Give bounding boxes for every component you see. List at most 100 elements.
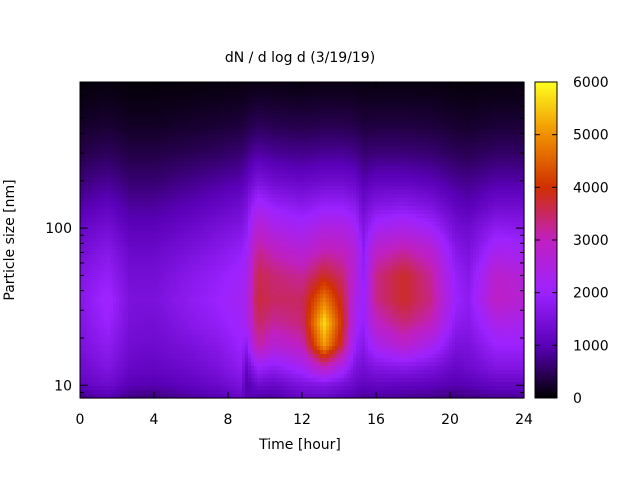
heatmap-cell xyxy=(470,158,474,163)
heatmap-cell xyxy=(386,90,390,95)
heatmap-cell xyxy=(521,106,525,111)
heatmap-cell xyxy=(254,202,258,207)
heatmap-cell xyxy=(266,202,270,207)
heatmap-cell xyxy=(236,186,240,191)
heatmap-cell xyxy=(206,174,210,179)
heatmap-cell xyxy=(425,178,429,183)
heatmap-cell xyxy=(308,110,312,115)
heatmap-cell xyxy=(500,106,504,111)
heatmap-cell xyxy=(146,106,150,111)
heatmap-cell xyxy=(446,186,450,191)
heatmap-cell xyxy=(275,142,279,147)
heatmap-cell xyxy=(116,182,120,187)
heatmap-cell xyxy=(83,130,87,135)
heatmap-cell xyxy=(317,146,321,151)
heatmap-cell xyxy=(458,186,462,191)
heatmap-cell xyxy=(179,174,183,179)
heatmap-cell xyxy=(200,170,204,175)
heatmap-cell xyxy=(392,154,396,159)
heatmap-cell xyxy=(434,158,438,163)
heatmap-cell xyxy=(278,82,282,87)
heatmap-cell xyxy=(377,146,381,151)
heatmap-cell xyxy=(443,90,447,95)
heatmap-cell xyxy=(431,202,435,207)
heatmap-cell xyxy=(497,146,501,151)
heatmap-cell xyxy=(341,106,345,111)
heatmap-cell xyxy=(176,114,180,119)
heatmap-cell xyxy=(188,118,192,123)
heatmap-cell xyxy=(161,178,165,183)
heatmap-cell xyxy=(194,86,198,91)
heatmap-cell xyxy=(440,130,444,135)
heatmap-cell xyxy=(278,166,282,171)
heatmap-cell xyxy=(494,166,498,171)
heatmap-cell xyxy=(323,90,327,95)
heatmap-cell xyxy=(83,170,87,175)
heatmap-cell xyxy=(500,146,504,151)
heatmap-cell xyxy=(290,154,294,159)
heatmap-cell xyxy=(431,158,435,163)
heatmap-cell xyxy=(431,162,435,167)
heatmap-cell xyxy=(116,130,120,135)
heatmap-cell xyxy=(512,142,516,147)
heatmap-cell xyxy=(356,174,360,179)
heatmap-cell xyxy=(422,174,426,179)
heatmap-cell xyxy=(227,90,231,95)
heatmap-cell xyxy=(392,138,396,143)
heatmap-cell xyxy=(194,118,198,123)
heatmap-cell xyxy=(335,146,339,151)
heatmap-cell xyxy=(308,194,312,199)
heatmap-cell xyxy=(224,106,228,111)
heatmap-cell xyxy=(113,178,117,183)
heatmap-cell xyxy=(482,146,486,151)
heatmap-cell xyxy=(377,126,381,131)
heatmap-cell xyxy=(383,138,387,143)
heatmap-cell xyxy=(125,138,129,143)
heatmap-cell xyxy=(506,126,510,131)
heatmap-cell xyxy=(299,146,303,151)
heatmap-cell xyxy=(140,86,144,91)
heatmap-cell xyxy=(266,170,270,175)
heatmap-cell xyxy=(470,154,474,159)
heatmap-cell xyxy=(431,126,435,131)
heatmap-cell xyxy=(191,166,195,171)
heatmap-cell xyxy=(221,174,225,179)
heatmap-cell xyxy=(476,90,480,95)
heatmap-cell xyxy=(122,138,126,143)
heatmap-cell xyxy=(518,202,522,207)
heatmap-cell xyxy=(215,178,219,183)
heatmap-cell xyxy=(482,150,486,155)
heatmap-cell xyxy=(521,122,525,127)
heatmap-cell xyxy=(176,190,180,195)
heatmap-cell xyxy=(449,182,453,187)
heatmap-cell xyxy=(332,106,336,111)
heatmap-cell xyxy=(86,186,90,191)
heatmap-cell xyxy=(512,138,516,143)
heatmap-cell xyxy=(383,110,387,115)
heatmap-cell xyxy=(236,126,240,131)
heatmap-cell xyxy=(173,174,177,179)
heatmap-cell xyxy=(476,86,480,91)
heatmap-cell xyxy=(191,150,195,155)
heatmap-cell xyxy=(245,170,249,175)
heatmap-cell xyxy=(512,122,516,127)
heatmap-cell xyxy=(197,82,201,87)
heatmap-cell xyxy=(227,170,231,175)
heatmap-cell xyxy=(353,198,357,203)
heatmap-cell xyxy=(338,182,342,187)
heatmap-cell xyxy=(101,186,105,191)
heatmap-cell xyxy=(407,86,411,91)
heatmap-cell xyxy=(260,158,264,163)
heatmap-cell xyxy=(233,98,237,103)
heatmap-cell xyxy=(83,94,87,99)
heatmap-cell xyxy=(314,90,318,95)
heatmap-cell xyxy=(404,90,408,95)
heatmap-cell xyxy=(338,102,342,107)
heatmap-cell xyxy=(398,198,402,203)
heatmap-cell xyxy=(83,114,87,119)
heatmap-cell xyxy=(479,170,483,175)
heatmap-cell xyxy=(251,130,255,135)
heatmap-cell xyxy=(350,190,354,195)
heatmap-cell xyxy=(110,190,114,195)
heatmap-cell xyxy=(428,178,432,183)
